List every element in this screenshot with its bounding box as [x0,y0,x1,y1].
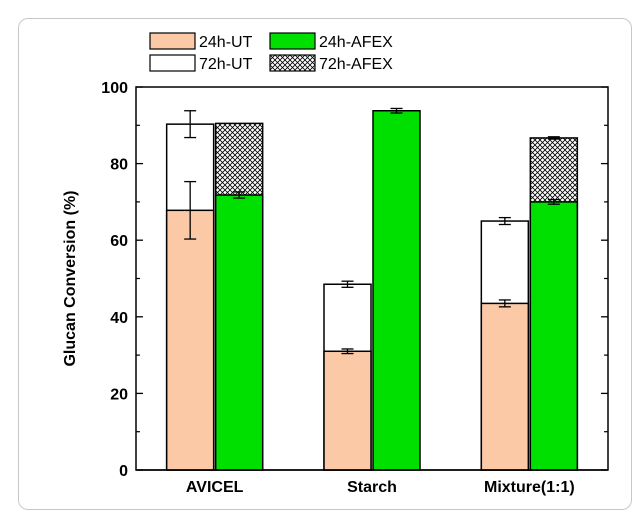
bar-24h-AFEX [372,109,421,471]
bar-24h-UT [165,209,215,471]
y-tick-label: 60 [110,233,128,250]
legend-swatch-24h-AFEX [269,32,316,50]
legend-label: 24h-AFEX [319,34,393,51]
y-axis-label: Glucan Conversion (%) [62,190,79,366]
x-tick-label: AVICEL [186,479,244,496]
y-tick-label: 80 [110,157,128,174]
bar-24h-AFEX [214,194,264,471]
y-tick-label: 0 [119,463,128,480]
legend-label: 24h-UT [199,34,253,51]
legend-label: 72h-UT [199,56,253,73]
legend-swatch-72h-AFEX [269,54,316,72]
x-tick-label: Mixture(1:1) [484,479,575,496]
bar-24h-UT [323,350,372,471]
bar-24h-AFEX [529,201,579,471]
y-tick-label: 40 [110,310,128,327]
legend-swatch-24h-UT [149,32,196,50]
x-tick-label: Starch [347,479,397,496]
y-tick-label: 100 [101,80,128,97]
legend-label: 72h-AFEX [319,56,393,73]
y-tick-label: 20 [110,386,128,403]
legend-swatch-72h-UT [149,54,196,72]
bar-24h-UT [480,302,530,471]
glucan-conversion-chart: 0 20 40 60 80 100 Glucan Conversion (%) AVICEL S… [62,32,609,496]
